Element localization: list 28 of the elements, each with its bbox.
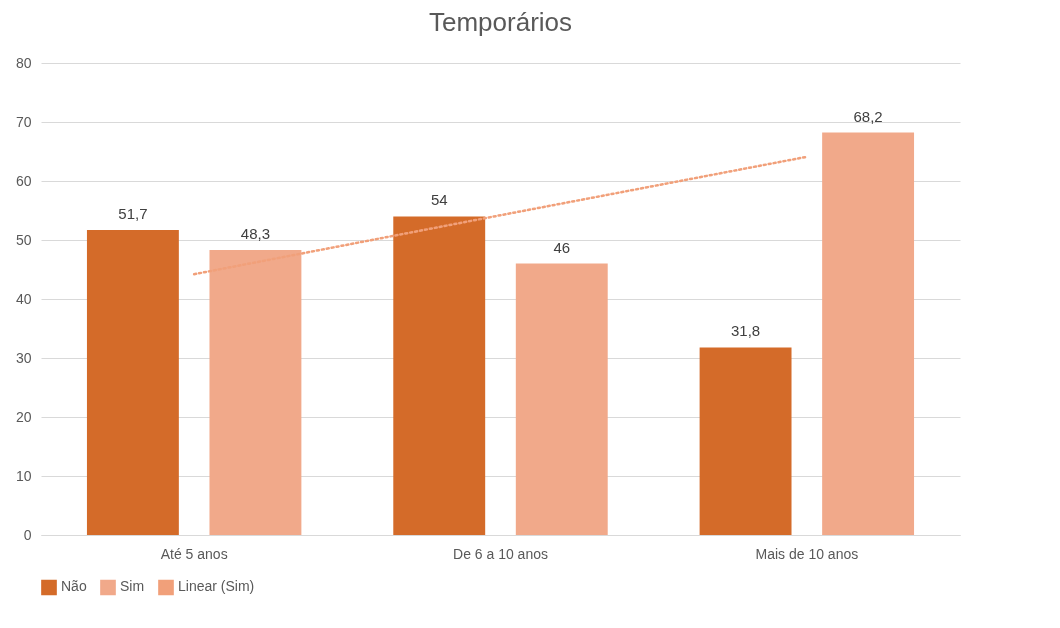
x-tick-label: De 6 a 10 anos [453,545,548,562]
bar [209,250,302,535]
y-tick-label: 0 [23,526,32,543]
data-label: 51,7 [118,204,148,222]
chart-title: Temporários [428,7,573,37]
data-label: 46 [553,238,571,256]
bar [699,347,792,535]
y-tick-label: 40 [15,290,32,307]
legend-label: Não [61,578,87,595]
y-tick-label: 70 [15,113,32,130]
y-tick-label: 50 [15,231,32,248]
data-label: 48,3 [240,225,271,243]
data-label: 54 [430,191,448,209]
data-label: 31,8 [730,322,761,340]
data-label: 68,2 [853,107,883,125]
bar [515,263,608,535]
x-tick-label: Até 5 anos [160,545,228,562]
bar [822,132,915,535]
y-tick-label: 10 [15,467,32,484]
x-tick-label: Mais de 10 anos [755,545,859,562]
y-tick-label: 80 [15,54,32,71]
bar [393,216,486,535]
legend-label: Sim [120,578,145,595]
bar [86,229,179,535]
legend-label: Linear (Sim) [178,578,255,595]
y-tick-label: 60 [15,172,32,189]
y-tick-label: 20 [15,408,32,425]
y-tick-label: 30 [15,349,32,366]
